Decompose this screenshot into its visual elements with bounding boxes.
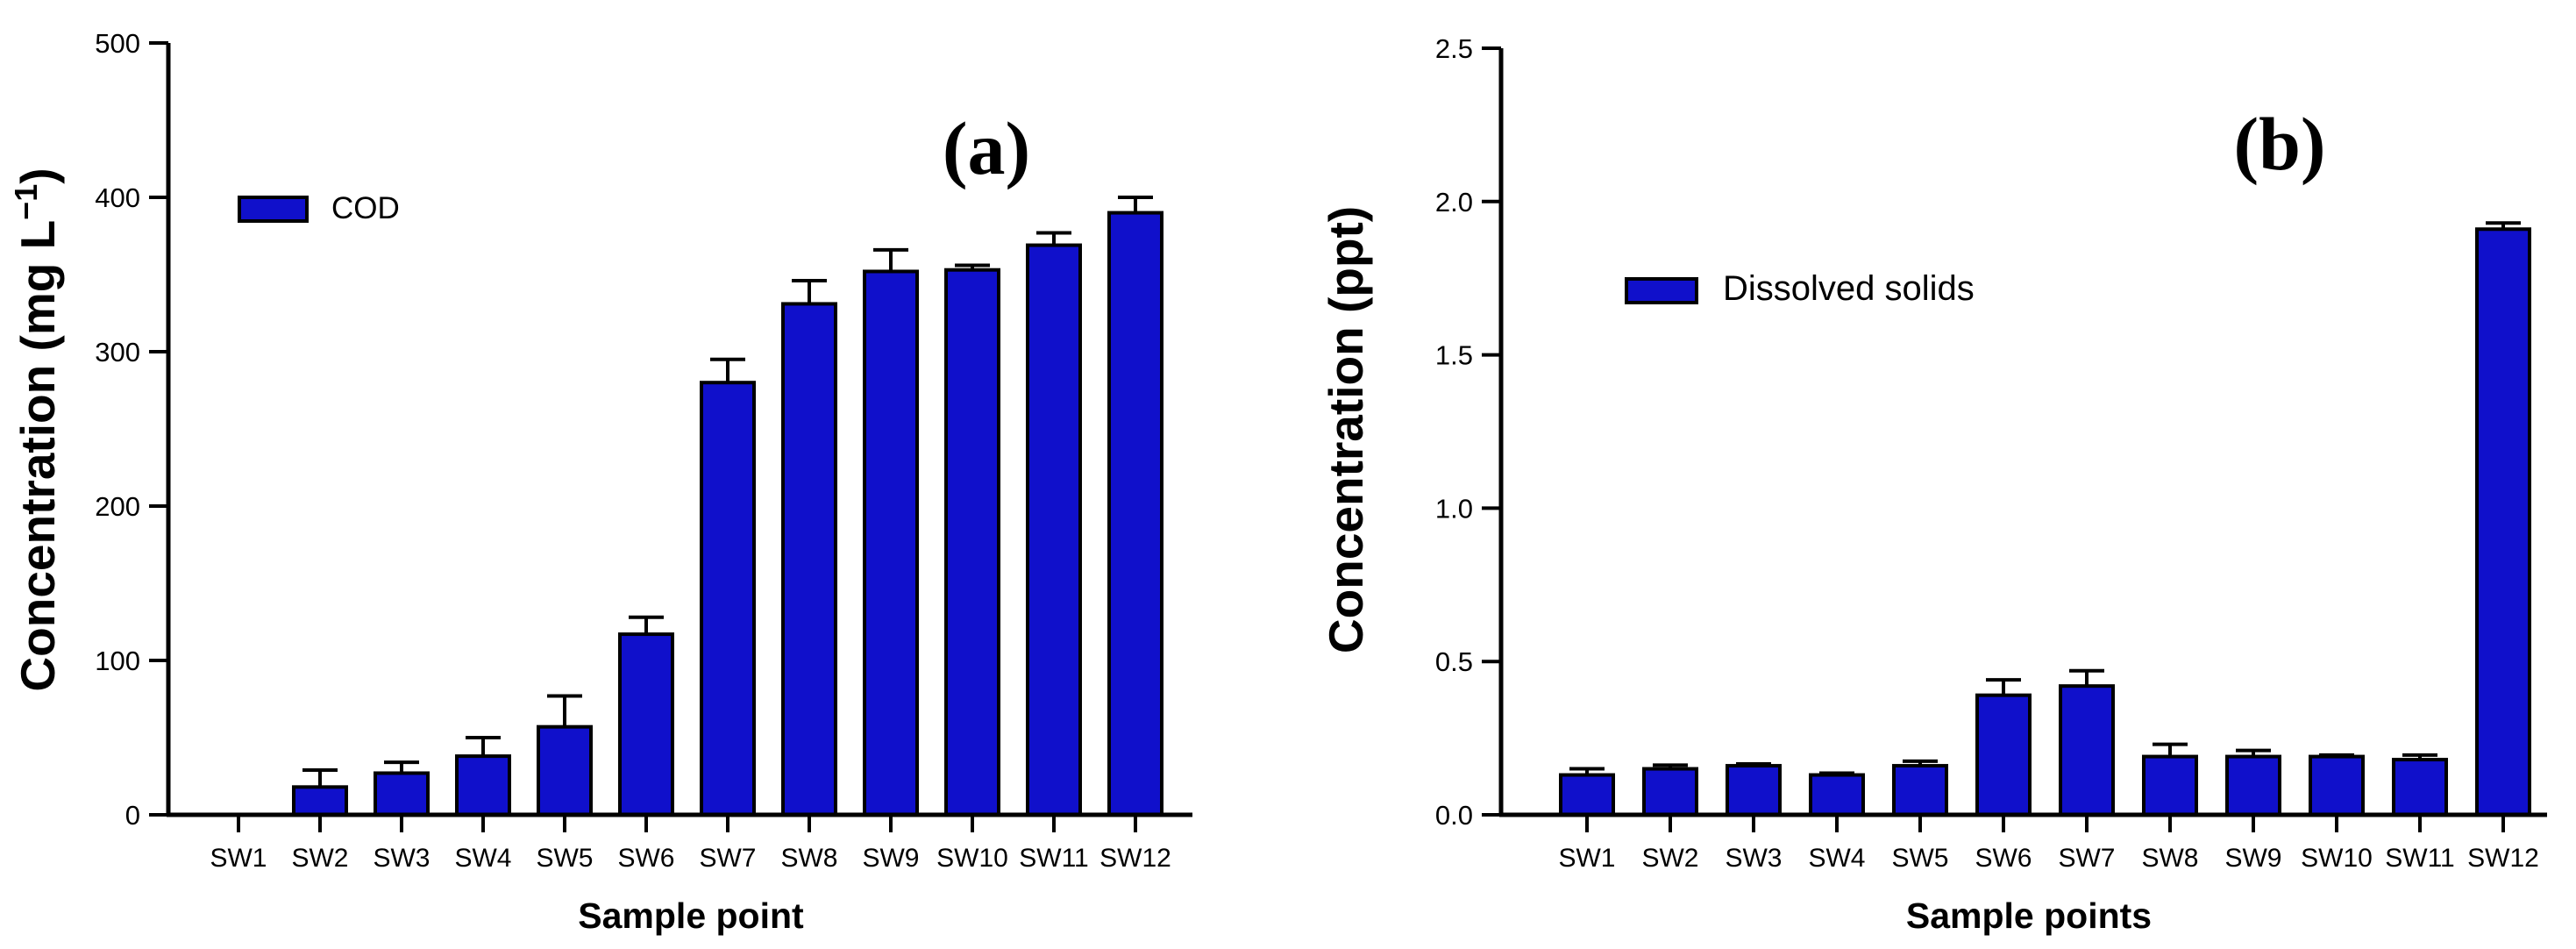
bar-sw2	[292, 785, 348, 817]
y-axis-title: Concentration (mg L−1)	[8, 168, 65, 691]
bar-chart-b: 0.0 0.5 1.0 1.5 2.0 2.5 SW1 SW2 SW3 SW4 SW5 SW6 SW7 S…	[1319, 33, 2547, 936]
x-tick-label: SW10	[2301, 844, 2373, 873]
bar-sw1	[1559, 773, 1615, 817]
x-tick-label: SW9	[862, 844, 919, 873]
bar-sw9	[863, 269, 919, 817]
x-tick-label: SW8	[2141, 844, 2198, 873]
x-tick-label: SW10	[936, 844, 1008, 873]
x-axis-title: Sample point	[578, 895, 804, 936]
bar-sw10	[2309, 754, 2365, 817]
y-tick-label: 2.5	[1435, 33, 1473, 64]
legend-label: COD	[331, 191, 400, 225]
bar-sw6	[618, 632, 674, 817]
bar-sw2	[1642, 767, 1698, 817]
error-bar	[710, 357, 745, 383]
bar-sw12	[2475, 227, 2531, 817]
bar-sw3	[374, 771, 430, 817]
bar-sw7	[2059, 684, 2115, 817]
x-axis-title: Sample points	[1906, 895, 2152, 936]
bar-sw7	[700, 381, 756, 817]
y-tick-label: 0.5	[1435, 646, 1473, 677]
bars-group	[1559, 221, 2531, 817]
error-bar	[384, 760, 419, 774]
axes: 0.0 0.5 1.0 1.5 2.0 2.5 SW1 SW2 SW3 SW4 SW5 SW6 SW7 S…	[1435, 33, 2547, 873]
x-tick-label: SW12	[1099, 844, 1171, 873]
y-tick-label: 100	[95, 646, 140, 676]
error-bar	[547, 694, 582, 727]
y-tick-label: 300	[95, 337, 140, 367]
bar-sw4	[455, 754, 511, 817]
x-tick-label: SW2	[291, 844, 348, 873]
bar-sw5	[1892, 764, 1948, 817]
legend-swatch	[238, 196, 309, 223]
error-bar	[1986, 678, 2021, 696]
bar-sw11	[1026, 243, 1082, 817]
x-tick-label: SW6	[1975, 844, 2032, 873]
y-tick-label: 1.5	[1435, 340, 1473, 371]
bar-sw3	[1726, 764, 1782, 817]
y-tick-label: 0	[125, 800, 140, 831]
y-tick-label: 0.0	[1435, 800, 1473, 831]
x-tick-label: SW9	[2224, 844, 2281, 873]
x-tick-label: SW8	[780, 844, 837, 873]
bar-sw12	[1107, 210, 1163, 817]
x-tick-label: SW11	[1019, 844, 1088, 873]
bar-sw8	[2142, 754, 2198, 817]
y-tick-label: 200	[95, 491, 140, 522]
x-tick-label: SW11	[2385, 844, 2454, 873]
error-bar	[629, 615, 664, 635]
x-tick-label: SW7	[2058, 844, 2115, 873]
panel-letter: (a)	[943, 106, 1030, 190]
bar-sw11	[2392, 758, 2448, 817]
bar-sw10	[944, 268, 1000, 817]
legend: Dissolved solids	[1625, 269, 1975, 308]
error-bar	[873, 247, 908, 272]
bar-sw5	[537, 724, 593, 817]
legend-swatch	[1625, 277, 1698, 304]
axes: 0 100 200 300 400 500 SW1 SW2 SW3 SW4 SW5 SW6 SW7 SW8…	[95, 28, 1192, 873]
bar-sw6	[1975, 693, 2032, 817]
x-tick-label: SW5	[1891, 844, 1948, 873]
x-tick-label: SW6	[617, 844, 674, 873]
x-tick-label: SW12	[2467, 844, 2539, 873]
bars-group	[292, 196, 1163, 817]
y-tick-label: 400	[95, 182, 140, 213]
legend-label: Dissolved solids	[1723, 269, 1975, 308]
y-tick-label: 500	[95, 28, 140, 59]
bar-sw4	[1809, 773, 1865, 817]
x-tick-label: SW5	[536, 844, 593, 873]
chart-panel-b: 0.0 0.5 1.0 1.5 2.0 2.5 SW1 SW2 SW3 SW4 SW5 SW6 SW7 S…	[1288, 0, 2576, 949]
x-tick-label: SW7	[699, 844, 756, 873]
x-tick-label: SW2	[1641, 844, 1698, 873]
error-bar	[2153, 742, 2188, 757]
x-tick-label: SW1	[210, 844, 267, 873]
bar-chart-a: 0 100 200 300 400 500 SW1 SW2 SW3 SW4 SW5 SW6 SW7 SW8…	[8, 28, 1192, 936]
y-tick-label: 1.0	[1435, 493, 1473, 524]
x-tick-label: SW3	[373, 844, 430, 873]
chart-panel-a: 0 100 200 300 400 500 SW1 SW2 SW3 SW4 SW5 SW6 SW7 SW8…	[8, 28, 1192, 936]
bar-sw8	[781, 302, 837, 817]
y-axis-title: Concentration (ppt)	[1319, 206, 1373, 653]
x-tick-label: SW4	[1808, 844, 1865, 873]
legend: COD	[238, 191, 400, 225]
error-bar	[466, 736, 501, 757]
error-bar	[1036, 231, 1071, 246]
x-tick-label: SW4	[454, 844, 511, 873]
error-bar	[2069, 668, 2104, 687]
x-tick-label: SW3	[1725, 844, 1782, 873]
error-bar	[302, 767, 338, 788]
bar-sw9	[2225, 754, 2281, 817]
y-tick-label: 2.0	[1435, 187, 1473, 218]
error-bar	[1118, 196, 1153, 213]
error-bar	[792, 279, 827, 304]
x-tick-label: SW1	[1558, 844, 1615, 873]
panel-letter: (b)	[2233, 102, 2325, 186]
